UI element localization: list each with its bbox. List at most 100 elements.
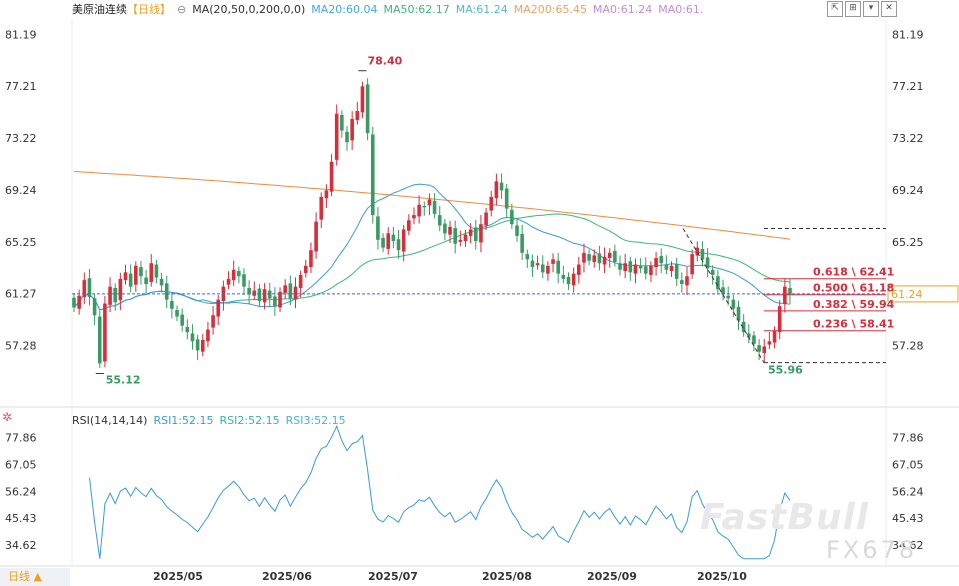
candle-50 (329, 154, 334, 197)
candle-body (278, 291, 282, 308)
layout-icon[interactable]: ⊞ (845, 1, 861, 17)
candle-122 (700, 241, 705, 267)
candle-body (149, 263, 154, 283)
candle-36 (257, 284, 262, 307)
rsi-header: RSI(14,14,14) RSI1:52.15 RSI2:52.15 RSI3:52… (72, 414, 358, 428)
candle-57 (365, 78, 370, 141)
candle-body (386, 233, 391, 249)
candle-108 (628, 256, 633, 281)
candle-body (432, 200, 437, 214)
candle-10 (123, 264, 128, 285)
chart-header: 美原油连续【日线】 ⊖ MA(20,50,0,200,0,0) MA20:60.04 M… (72, 2, 715, 18)
fib-label-2: 0.382 \ 59.94 (813, 298, 895, 311)
candle-124 (710, 265, 715, 285)
candle-94 (556, 252, 561, 284)
candle-135 (767, 332, 772, 350)
expand-icon[interactable]: ⇱ (827, 1, 843, 17)
candle-83 (499, 173, 504, 199)
candle-73 (448, 220, 452, 244)
candle-87 (520, 224, 524, 260)
candle-body (530, 260, 535, 268)
candle-72 (443, 219, 447, 241)
candle-body (298, 274, 303, 288)
candle-31 (231, 260, 236, 286)
candle-38 (267, 282, 272, 307)
candle-body (82, 280, 87, 298)
candle-3 (87, 268, 92, 306)
candle-body (334, 113, 339, 160)
close-icon[interactable]: ✕ (881, 1, 897, 17)
rsi-tick-right-1: 67.05 (892, 459, 924, 472)
rsi-value-1: RSI2:52.15 (219, 414, 280, 427)
candle-4 (92, 293, 97, 326)
candle-13 (139, 261, 143, 285)
candle-body (643, 266, 648, 274)
candle-107 (623, 253, 627, 279)
candle-115 (664, 255, 669, 275)
grid-lines (0, 20, 959, 567)
last-price-tag: 61.24 (887, 285, 959, 303)
ma200-line (73, 171, 791, 240)
x-label-3: 2025/08 (482, 570, 532, 583)
settings-gear-icon[interactable]: ✲ (2, 410, 13, 424)
candle-body (525, 254, 530, 260)
candle-body (494, 181, 499, 199)
candle-37 (262, 283, 267, 310)
candle-body (623, 263, 627, 272)
candle-body (788, 287, 792, 294)
candle-6 (103, 295, 107, 368)
candle-body (396, 239, 401, 251)
candle-body (417, 204, 421, 217)
candle-body (407, 220, 411, 231)
candle-18 (164, 275, 169, 309)
toggle-icon[interactable]: ⊖ (177, 3, 187, 16)
period-label[interactable]: 【日线】 (127, 3, 171, 16)
candle-49 (324, 184, 329, 208)
candle-body (262, 289, 267, 303)
candle-body (499, 182, 504, 191)
candle-body (309, 250, 313, 268)
candle-63 (396, 229, 401, 259)
candle-body (602, 256, 607, 265)
y-axis-left: 81.19 77.21 73.22 69.24 65.25 61.27 57.28 (5, 28, 37, 352)
candle-body (535, 263, 540, 266)
period-tab[interactable]: 日线 ▲ (0, 568, 70, 586)
candle-body (463, 234, 468, 242)
candle-79 (479, 214, 483, 253)
candle-29 (221, 280, 226, 311)
candle-137 (777, 300, 782, 340)
x-label-1: 2025/06 (262, 570, 312, 583)
candle-43 (293, 277, 298, 309)
candle-117 (674, 257, 679, 286)
candle-80 (484, 207, 488, 231)
rsi-tick-right-3: 45.43 (892, 512, 924, 525)
candle-46 (309, 242, 313, 273)
rsi-tick-right-0: 77.86 (892, 432, 924, 445)
candle-body (510, 209, 514, 225)
candle-90 (535, 255, 540, 270)
candle-body (638, 265, 643, 269)
candle-26 (206, 321, 210, 348)
y-tick-left-0: 81.19 (5, 28, 37, 41)
candle-body (741, 321, 746, 333)
candle-113 (654, 251, 658, 276)
y-tick-right-6: 57.28 (892, 339, 924, 352)
candle-74 (453, 220, 457, 254)
candle-25 (200, 333, 205, 357)
candle-134 (762, 338, 767, 363)
y-tick-right-4: 65.25 (892, 236, 924, 249)
candle-91 (540, 255, 545, 279)
collapse-icon[interactable]: ▾ (863, 1, 879, 17)
rsi-tick-left-2: 56.24 (5, 485, 37, 498)
ma-setting-label[interactable]: MA(20,50,0,200,0,0) (192, 3, 306, 16)
candle-76 (463, 230, 468, 247)
candle-body (633, 264, 638, 274)
candle-body (329, 161, 334, 192)
candle-body (283, 285, 287, 294)
candle-88 (525, 249, 530, 268)
candle-8 (113, 283, 118, 311)
rsi-line (89, 424, 791, 560)
rsi-name[interactable]: RSI(14,14,14) (72, 414, 148, 427)
trend-line (682, 228, 765, 363)
candle-40 (278, 287, 282, 313)
